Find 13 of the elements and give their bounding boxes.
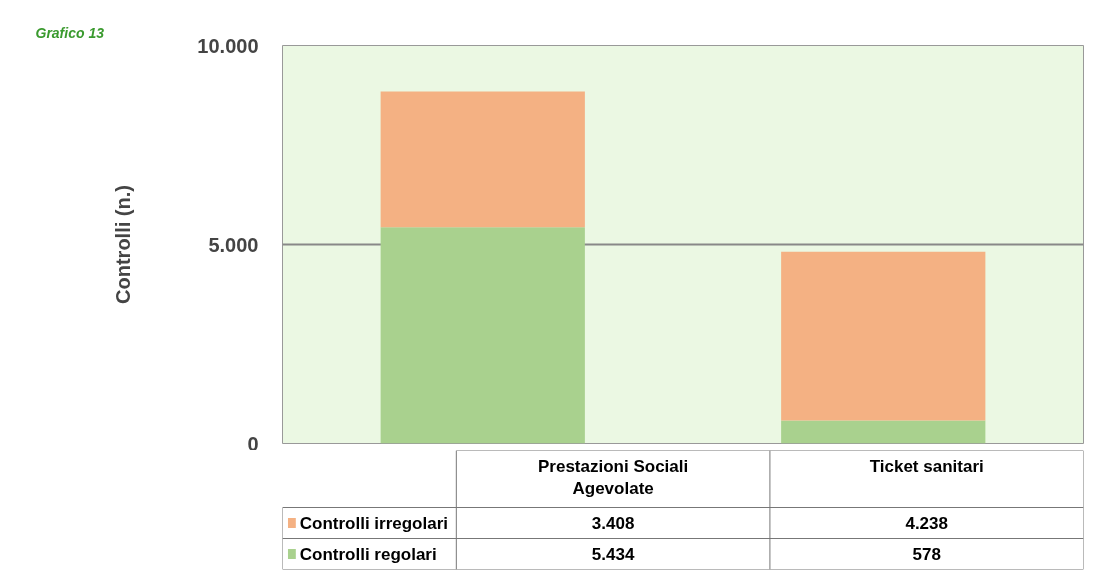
legend-label: Controlli regolari	[299, 544, 437, 564]
y-axis-title: Controlli (n.)	[112, 185, 135, 304]
y-tick-label: 0	[247, 432, 259, 455]
data-label: 5.434	[591, 545, 635, 564]
x-tick-label: Ticket sanitari	[869, 456, 984, 476]
data-label: 4.238	[905, 514, 948, 533]
text: Grafico 13	[35, 24, 105, 41]
legend-label: Controlli irregolari	[299, 513, 449, 533]
y-tick-label: 5.000	[208, 233, 259, 256]
data-label: 3.408	[591, 514, 635, 533]
y-tick-label: 10.000	[197, 34, 259, 57]
data-label: 578	[912, 545, 941, 564]
x-tick-label: Prestazioni Sociali Agevolate	[538, 456, 689, 499]
